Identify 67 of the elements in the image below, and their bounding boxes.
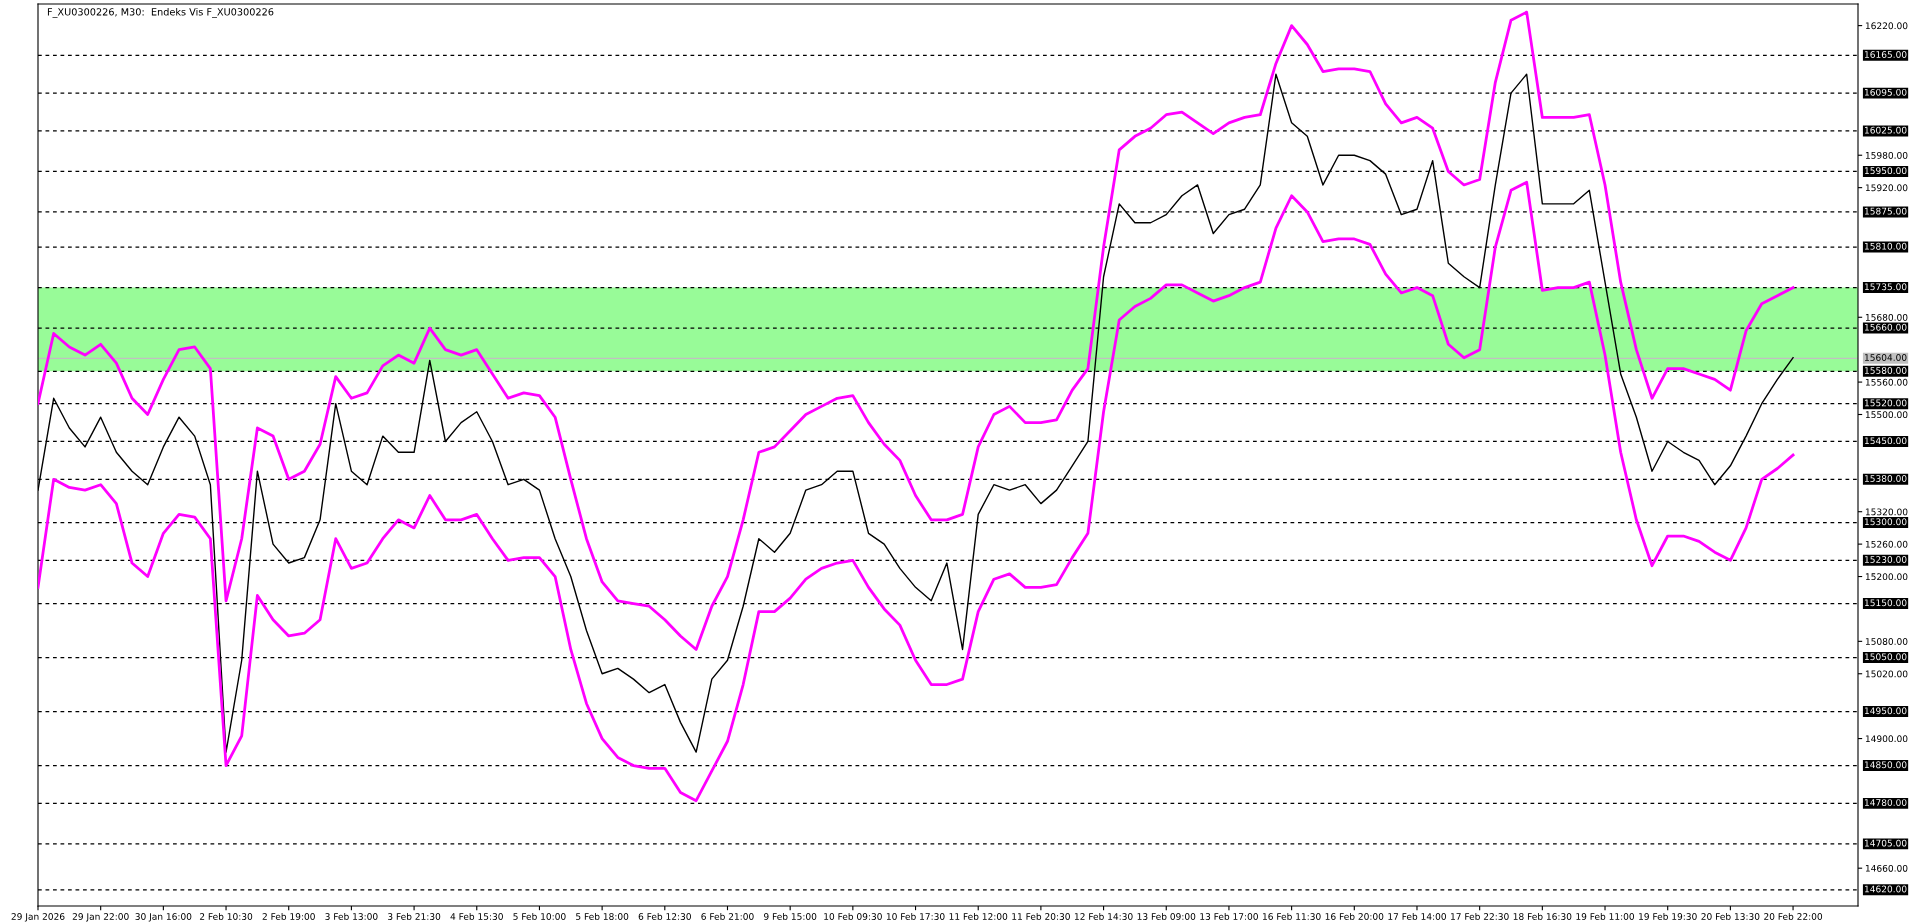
ref-line-label: 15150.00 (1864, 599, 1907, 607)
y-tick-label: 15680.00 (1865, 314, 1908, 321)
x-tick-label: 6 Feb 12:30 (638, 912, 691, 920)
x-tick-label: 20 Feb 13:30 (1701, 912, 1760, 920)
x-tick-label: 19 Feb 11:00 (1576, 912, 1635, 920)
ref-line-label: 15875.00 (1864, 207, 1907, 215)
y-tick-label: 15980.00 (1865, 151, 1908, 159)
x-tick-label: 6 Feb 21:00 (701, 912, 754, 920)
ref-line-label: 14620.00 (1864, 885, 1907, 893)
ref-line-label: 15950.00 (1864, 167, 1907, 175)
y-tick-label: 14900.00 (1865, 735, 1908, 743)
line-series (38, 180, 1795, 803)
ref-line-label: 15380.00 (1864, 475, 1907, 482)
x-tick-label: 5 Feb 18:00 (576, 912, 629, 920)
chart-title: F_XU0300226, M30: Endeks Vis F_XU0300226 (47, 8, 274, 18)
x-tick-label: 29 Jan 2026 (11, 913, 65, 922)
ref-line-label: 15230.00 (1864, 556, 1907, 563)
x-tick-label: 18 Feb 16:30 (1513, 912, 1572, 920)
line-series (38, 10, 1795, 651)
ref-line-label: 15050.00 (1864, 653, 1907, 661)
x-tick-label: 3 Feb 21:30 (388, 912, 441, 920)
x-tick-label: 30 Jan 16:00 (135, 913, 192, 922)
y-tick-label: 15920.00 (1865, 184, 1908, 192)
ref-line-label: 16095.00 (1864, 88, 1907, 96)
ref-line-label: 15735.00 (1864, 283, 1907, 291)
ref-line-label: 14780.00 (1864, 799, 1907, 806)
x-tick-label: 13 Feb 17:00 (1200, 912, 1258, 920)
x-tick-label: 13 Feb 09:00 (1137, 912, 1196, 920)
ref-line-label: 15810.00 (1864, 242, 1907, 250)
y-tick-label: 15320.00 (1865, 508, 1908, 516)
x-tick-label: 2 Feb 19:00 (262, 912, 315, 920)
y-tick-label: 15260.00 (1865, 540, 1908, 548)
ref-line-label: 15660.00 (1864, 323, 1907, 331)
ref-line-label: 14850.00 (1864, 761, 1907, 769)
ref-line-label: 16025.00 (1864, 126, 1907, 134)
ref-line-label: 15520.00 (1864, 399, 1907, 407)
x-tick-label: 20 Feb 22:00 (1764, 912, 1823, 920)
ref-line-label: 14950.00 (1864, 707, 1907, 715)
x-tick-label: 11 Feb 12:00 (949, 912, 1008, 920)
x-tick-label: 19 Feb 19:30 (1639, 912, 1697, 920)
x-tick-label: 3 Feb 13:00 (325, 912, 378, 920)
ref-line-label: 15580.00 (1864, 367, 1907, 374)
x-tick-label: 16 Feb 20:00 (1325, 912, 1384, 920)
x-tick-label: 29 Jan 22:00 (72, 913, 129, 922)
ref-line-label: 16165.00 (1864, 51, 1907, 58)
x-tick-label: 2 Feb 10:30 (199, 912, 253, 920)
ref-line-label: 15300.00 (1864, 518, 1907, 526)
x-tick-label: 17 Feb 22:30 (1451, 912, 1509, 920)
y-tick-label: 15020.00 (1865, 670, 1908, 678)
ref-line-label: 15450.00 (1864, 437, 1907, 445)
y-tick-label: 15200.00 (1865, 573, 1908, 581)
x-tick-label: 17 Feb 14:00 (1388, 912, 1446, 920)
x-tick-label: 9 Feb 15:00 (764, 912, 817, 920)
y-tick-label: 16220.00 (1865, 22, 1908, 30)
ref-line-label: 15604.00 (1864, 354, 1907, 361)
x-tick-label: 11 Feb 20:30 (1012, 912, 1070, 920)
x-tick-label: 10 Feb 09:30 (824, 912, 882, 920)
x-tick-label: 16 Feb 11:30 (1263, 912, 1321, 920)
ref-line-label: 14705.00 (1864, 839, 1907, 847)
y-tick-label: 15080.00 (1865, 638, 1908, 645)
x-tick-label: 12 Feb 14:30 (1074, 912, 1133, 920)
x-tick-label: 4 Feb 15:30 (450, 912, 503, 920)
x-tick-label: 10 Feb 17:30 (886, 912, 945, 920)
x-tick-label: 5 Feb 10:00 (513, 912, 566, 920)
y-tick-label: 15560.00 (1865, 378, 1908, 386)
y-tick-label: 15500.00 (1865, 411, 1908, 419)
y-tick-label: 14660.00 (1865, 864, 1908, 872)
